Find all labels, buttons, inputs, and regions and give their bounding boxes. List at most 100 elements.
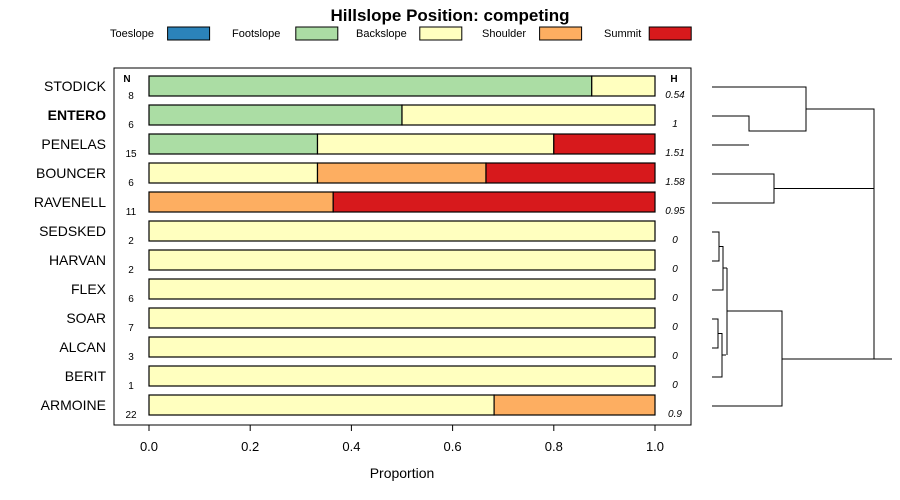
- category-label: HARVAN: [49, 252, 106, 268]
- dendrogram-branch: [712, 231, 727, 291]
- row-soar: SOAR 7 0: [66, 307, 678, 334]
- x-tick-label: 0.6: [444, 439, 462, 454]
- h-value: 0.54: [665, 90, 685, 101]
- category-label: SEDSKED: [39, 223, 106, 239]
- bar-segment-backslope: [148, 336, 656, 358]
- bar-rows: STODICK 8 0.54 ENTERO 6 1 PENELAS 15 1.51 BOUNCER…: [34, 75, 685, 421]
- bar-segment-footslope: [148, 133, 319, 155]
- bar-segment-summit: [332, 191, 656, 213]
- legend-label-summit: Summit: [604, 28, 641, 40]
- row-entero: ENTERO 6 1: [48, 104, 678, 131]
- bar-segment-summit: [485, 162, 656, 184]
- row-penelas: PENELAS 15 1.51: [41, 133, 685, 160]
- legend-swatch-backslope: [419, 26, 463, 41]
- legend-swatch-toeslope: [167, 26, 211, 41]
- bar-segment-shoulder: [148, 191, 334, 213]
- row-harvan: HARVAN 2 0: [49, 249, 678, 276]
- plot-frame: [113, 67, 692, 426]
- x-tick-label: 0.0: [140, 439, 158, 454]
- x-tick-label: 0.4: [342, 439, 360, 454]
- n-column-header: N: [123, 74, 130, 85]
- chart-title: Hillslope Position: competing: [331, 6, 570, 25]
- h-value: 0: [672, 380, 678, 391]
- n-value: 2: [128, 236, 134, 247]
- h-value: 1: [672, 119, 678, 130]
- row-berit: BERIT 1 0: [65, 365, 678, 392]
- dendrogram: [712, 86, 892, 407]
- n-value: 22: [125, 410, 137, 421]
- x-axis: 0.0 0.2 0.4 0.6 0.8 1.0: [140, 425, 664, 454]
- h-value: 0: [672, 235, 678, 246]
- legend-swatch-summit: [648, 26, 692, 41]
- bar-segment-backslope: [148, 249, 656, 271]
- bar-segment-backslope: [148, 307, 656, 329]
- row-ravenell: RAVENELL 11 0.95: [34, 191, 685, 218]
- h-value: 0: [672, 322, 678, 333]
- bar-segment-shoulder: [316, 162, 487, 184]
- category-label: BERIT: [65, 368, 107, 384]
- n-value: 6: [128, 120, 134, 131]
- bar-segment-backslope: [148, 162, 319, 184]
- bar-segment-backslope: [148, 278, 656, 300]
- category-label: STODICK: [44, 78, 107, 94]
- h-value: 0: [672, 351, 678, 362]
- n-value: 15: [125, 149, 137, 160]
- category-label: BOUNCER: [36, 165, 106, 181]
- category-label: ENTERO: [48, 107, 106, 123]
- category-label: SOAR: [66, 310, 106, 326]
- legend-label-backslope: Backslope: [356, 28, 407, 40]
- row-alcan: ALCAN 3 0: [59, 336, 678, 363]
- row-stodick: STODICK 8 0.54: [44, 75, 685, 102]
- bar-segment-backslope: [401, 104, 656, 126]
- legend-label-footslope: Footslope: [232, 28, 280, 40]
- bar-segment-backslope: [591, 75, 656, 97]
- dendrogram-branch: [806, 108, 892, 360]
- h-value: 0.95: [665, 206, 685, 217]
- n-value: 2: [128, 265, 134, 276]
- h-value: 0.9: [668, 409, 682, 420]
- bar-segment-backslope: [316, 133, 555, 155]
- legend: Toeslope Footslope Backslope Shoulder Summit: [110, 26, 692, 41]
- category-label: PENELAS: [41, 136, 106, 152]
- n-value: 11: [126, 207, 137, 218]
- x-tick-label: 0.8: [545, 439, 563, 454]
- category-label: ARMOINE: [41, 397, 106, 413]
- n-value: 6: [128, 294, 134, 305]
- h-value: 0: [672, 264, 678, 275]
- row-bouncer: BOUNCER 6 1.58: [36, 162, 685, 189]
- n-value: 3: [128, 352, 134, 363]
- row-armoine: ARMOINE 22 0.9: [41, 394, 682, 421]
- bar-segment-backslope: [148, 394, 495, 416]
- x-axis-label: Proportion: [370, 465, 435, 481]
- bar-segment-shoulder: [493, 394, 656, 416]
- row-flex: FLEX 6 0: [71, 278, 678, 305]
- bar-segment-footslope: [148, 75, 593, 97]
- dendrogram-branch: [712, 318, 726, 378]
- n-value: 1: [128, 381, 134, 392]
- dendrogram-branch: [712, 173, 874, 204]
- bar-segment-backslope: [148, 365, 656, 387]
- category-label: RAVENELL: [34, 194, 106, 210]
- legend-swatch-footslope: [295, 26, 339, 41]
- x-tick-label: 1.0: [646, 439, 664, 454]
- x-tick-label: 0.2: [241, 439, 259, 454]
- h-value: 0: [672, 293, 678, 304]
- h-value: 1.51: [665, 148, 684, 159]
- dendrogram-branch: [712, 268, 892, 407]
- h-value: 1.58: [665, 177, 685, 188]
- row-sedsked: SEDSKED 2 0: [39, 220, 678, 247]
- bar-segment-backslope: [148, 220, 656, 242]
- legend-label-toeslope: Toeslope: [110, 28, 154, 40]
- bar-segment-summit: [553, 133, 656, 155]
- category-label: FLEX: [71, 281, 107, 297]
- n-value: 7: [128, 323, 134, 334]
- bar-segment-footslope: [148, 104, 403, 126]
- category-label: ALCAN: [59, 339, 106, 355]
- h-column-header: H: [670, 74, 677, 85]
- dendrogram-branch: [712, 86, 807, 146]
- n-value: 6: [128, 178, 134, 189]
- legend-swatch-shoulder: [539, 26, 583, 41]
- legend-label-shoulder: Shoulder: [482, 28, 526, 40]
- n-value: 8: [128, 91, 134, 102]
